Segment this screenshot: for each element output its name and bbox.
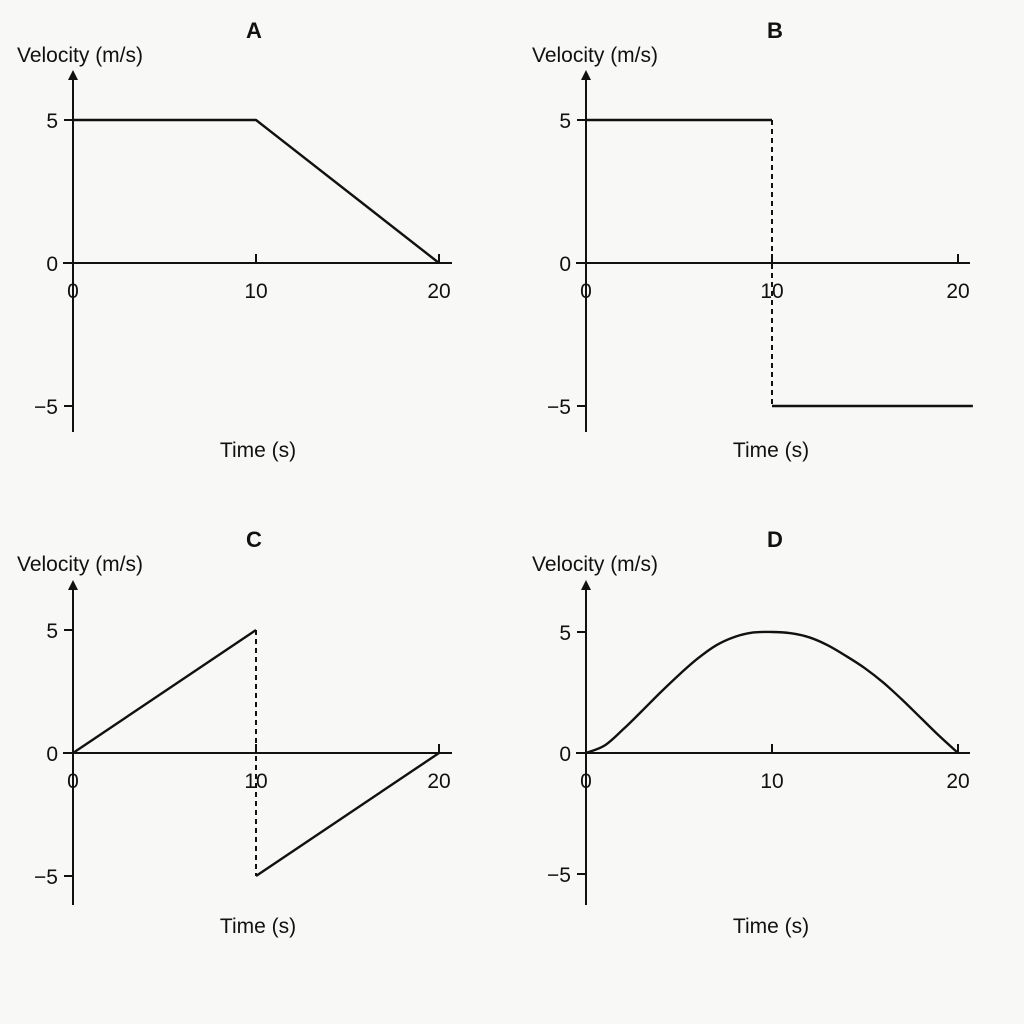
x-tick-label: 0 — [67, 280, 79, 303]
x-tick-label: 20 — [946, 280, 969, 303]
y-tick-label: −5 — [34, 396, 58, 419]
panel-title: B — [767, 18, 783, 43]
y-axis-label: Velocity (m/s) — [17, 553, 143, 576]
x-tick-label: 10 — [244, 280, 267, 303]
x-tick-label: 20 — [427, 770, 450, 793]
series-line — [72, 629, 257, 754]
y-tick-label: −5 — [547, 864, 571, 887]
x-axis-label: Time (s) — [220, 439, 296, 462]
series-line — [255, 752, 440, 877]
y-axis-arrow-icon — [581, 70, 591, 80]
panel-d: D Velocity (m/s) Time (s) 5 0 −5 0 10 20 — [532, 527, 970, 938]
x-tick-label: 10 — [244, 770, 267, 793]
series-line — [73, 118, 440, 264]
panel-title: C — [246, 527, 262, 552]
y-axis-arrow-icon — [68, 580, 78, 590]
y-axis-arrow-icon — [68, 70, 78, 80]
y-tick-label: 5 — [559, 110, 571, 133]
y-tick-label: 0 — [46, 743, 58, 766]
y-tick-label: 0 — [559, 253, 571, 276]
y-axis-label: Velocity (m/s) — [532, 553, 658, 576]
y-axis-label: Velocity (m/s) — [17, 44, 143, 67]
y-tick-label: 0 — [559, 743, 571, 766]
y-tick-label: 5 — [46, 620, 58, 643]
panel-c: C Velocity (m/s) Time (s) 5 0 −5 0 10 20 — [17, 527, 452, 938]
y-tick-label: −5 — [547, 396, 571, 419]
y-axis-label: Velocity (m/s) — [532, 44, 658, 67]
x-tick-label: 20 — [427, 280, 450, 303]
series-line — [585, 630, 959, 755]
y-tick-label: 5 — [559, 622, 571, 645]
x-tick-label: 20 — [946, 770, 969, 793]
x-tick-label: 0 — [580, 770, 592, 793]
y-tick-label: 5 — [46, 110, 58, 133]
y-tick-label: −5 — [34, 866, 58, 889]
y-axis-arrow-icon — [581, 580, 591, 590]
y-tick-label: 0 — [46, 253, 58, 276]
x-axis-label: Time (s) — [733, 915, 809, 938]
x-tick-label: 0 — [67, 770, 79, 793]
panel-title: A — [246, 18, 262, 43]
panel-title: D — [767, 527, 783, 552]
x-tick-label: 0 — [580, 280, 592, 303]
panel-a: A Velocity (m/s) Time (s) 5 0 −5 0 10 20 — [17, 18, 452, 462]
x-axis-label: Time (s) — [220, 915, 296, 938]
x-axis-label: Time (s) — [733, 439, 809, 462]
x-tick-label: 10 — [760, 770, 783, 793]
